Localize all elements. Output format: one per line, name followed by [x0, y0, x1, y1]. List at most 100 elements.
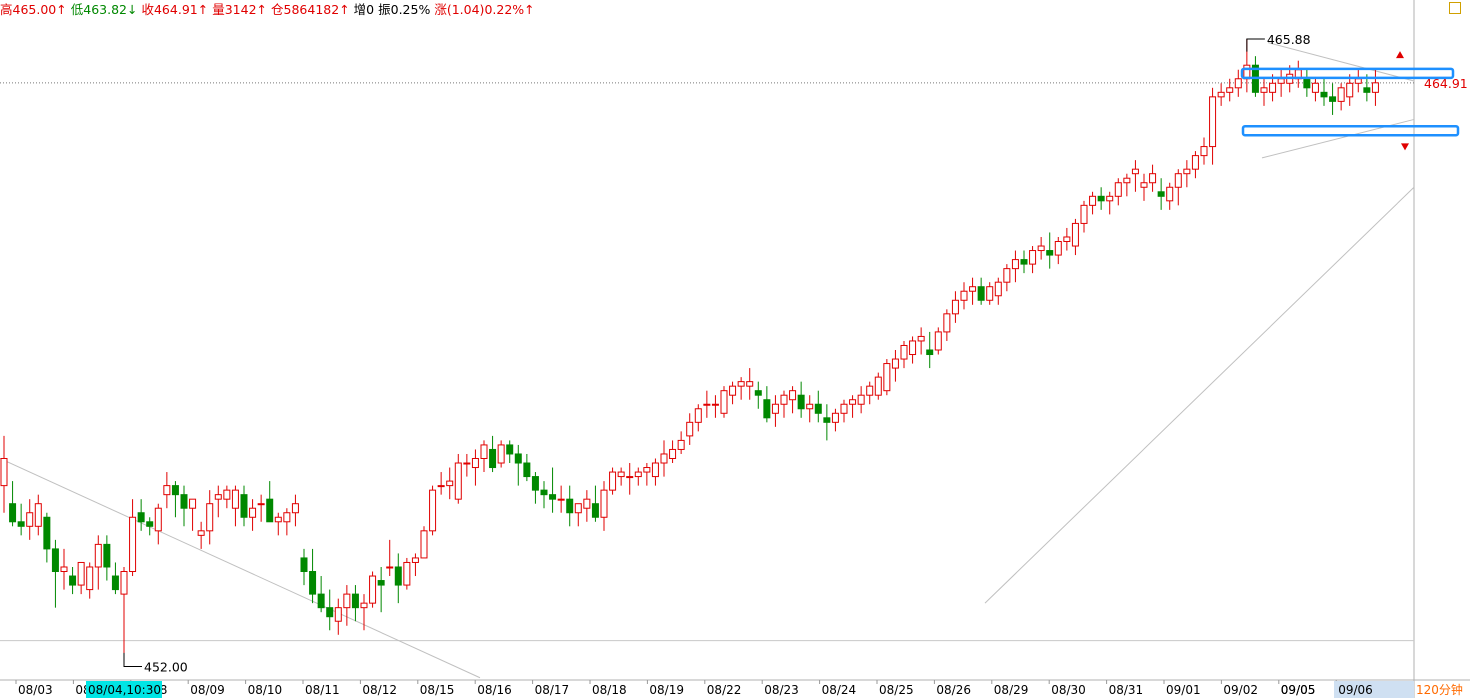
x-tick-label: 09/06 [1338, 683, 1373, 697]
candle-body [1063, 236, 1071, 243]
candle-body [1277, 78, 1285, 84]
candle-body [840, 403, 848, 414]
candle-body [891, 358, 899, 369]
period-label: 120分钟 [1416, 682, 1463, 697]
triangle-upper-line [1267, 42, 1415, 82]
candle-body [566, 498, 574, 514]
candle-body [471, 457, 479, 469]
candle-body [189, 498, 197, 509]
candle-body [789, 390, 797, 401]
candle-body [1011, 259, 1019, 270]
candle-body [720, 390, 728, 414]
candle-body [129, 516, 137, 573]
last-date-highlight [1334, 681, 1414, 698]
candle-body [326, 607, 334, 618]
candle-body [1140, 182, 1148, 188]
candle-body [1123, 177, 1131, 184]
x-tick-label: 08/30 [1051, 683, 1086, 697]
candle-body [686, 421, 694, 437]
candle-body [900, 344, 908, 360]
candle-body [489, 448, 497, 469]
candle-body [1226, 87, 1234, 93]
candle-body [446, 480, 454, 487]
candle-body [334, 607, 342, 622]
candle-body [1191, 155, 1199, 170]
high-value: 465.00 [12, 2, 57, 17]
low-value: 463.82 [83, 2, 127, 17]
close-label: 收 [141, 2, 154, 17]
change-arrow: ↑ [524, 2, 535, 17]
volume-value: 3142 [224, 2, 257, 17]
change-percent: 0.22% [484, 2, 525, 17]
candle-body [986, 286, 994, 301]
candle-body [429, 489, 437, 532]
trend-line-down [0, 458, 481, 679]
candle-body [694, 408, 702, 423]
candle-body [1183, 168, 1191, 175]
candle-body [960, 290, 968, 301]
candle-body [223, 489, 231, 500]
candle-body [274, 516, 282, 523]
candle-body [0, 457, 8, 487]
x-tick-label: 08/17 [535, 683, 570, 697]
candle-body [823, 417, 831, 423]
candle-body [111, 575, 119, 591]
candle-body [549, 494, 557, 500]
x-tick-label: 09/01 [1166, 683, 1201, 697]
candle-body [1269, 82, 1277, 93]
candle-body [51, 548, 59, 573]
candle-body [677, 439, 685, 450]
x-tick-label: 08/26 [936, 683, 971, 697]
x-tick-label: 08/31 [1109, 683, 1144, 697]
candle-body [1174, 173, 1182, 188]
candle-body [154, 507, 162, 532]
candle-body [403, 561, 411, 586]
candle-body [1106, 195, 1114, 202]
candle-body [1337, 87, 1345, 102]
support-box [1241, 124, 1460, 137]
resistance-box [1240, 67, 1455, 80]
candle-body [437, 485, 445, 488]
high-arrow: ↑ [56, 2, 67, 17]
candle-body [103, 543, 111, 568]
candle-body [754, 390, 762, 396]
window-toggle-icon[interactable] [1449, 2, 1461, 14]
x-tick-label: 08/18 [592, 683, 627, 697]
candle-body [480, 444, 488, 459]
candle-body [977, 286, 985, 301]
candle-body [814, 403, 822, 414]
x-tick-label: 09/05 [1281, 683, 1316, 697]
candle-body [1217, 91, 1225, 98]
candle-body [1209, 96, 1217, 148]
candle-body [780, 394, 788, 405]
candle-body [60, 566, 68, 573]
candle-body [763, 399, 771, 419]
candle-body [1303, 78, 1311, 89]
candle-body [660, 453, 668, 464]
candle-body [849, 399, 857, 405]
candle-body [540, 489, 548, 496]
candle-body [574, 503, 582, 514]
low-arrow: ↓ [127, 2, 138, 17]
candle-body [831, 412, 839, 423]
candle-body [77, 561, 85, 586]
candle-body [797, 394, 805, 410]
candle-body [231, 489, 239, 509]
high-label: 高 [0, 2, 13, 17]
candle-body [583, 498, 591, 509]
candle-body [1260, 87, 1268, 93]
x-tick-label: 08/10 [248, 683, 283, 697]
candle-body [703, 403, 711, 406]
candle-body [883, 363, 891, 392]
candle-body [994, 281, 1002, 297]
candle-body [1200, 146, 1208, 157]
candle-body [1157, 191, 1165, 197]
x-tick-label: 08/12 [362, 683, 397, 697]
candle-body [120, 571, 128, 595]
candle-body [771, 403, 779, 414]
candle-body [711, 403, 719, 406]
candle-body [309, 571, 317, 595]
x-tick-label: 08/16 [477, 683, 512, 697]
candle-body [1320, 91, 1328, 98]
